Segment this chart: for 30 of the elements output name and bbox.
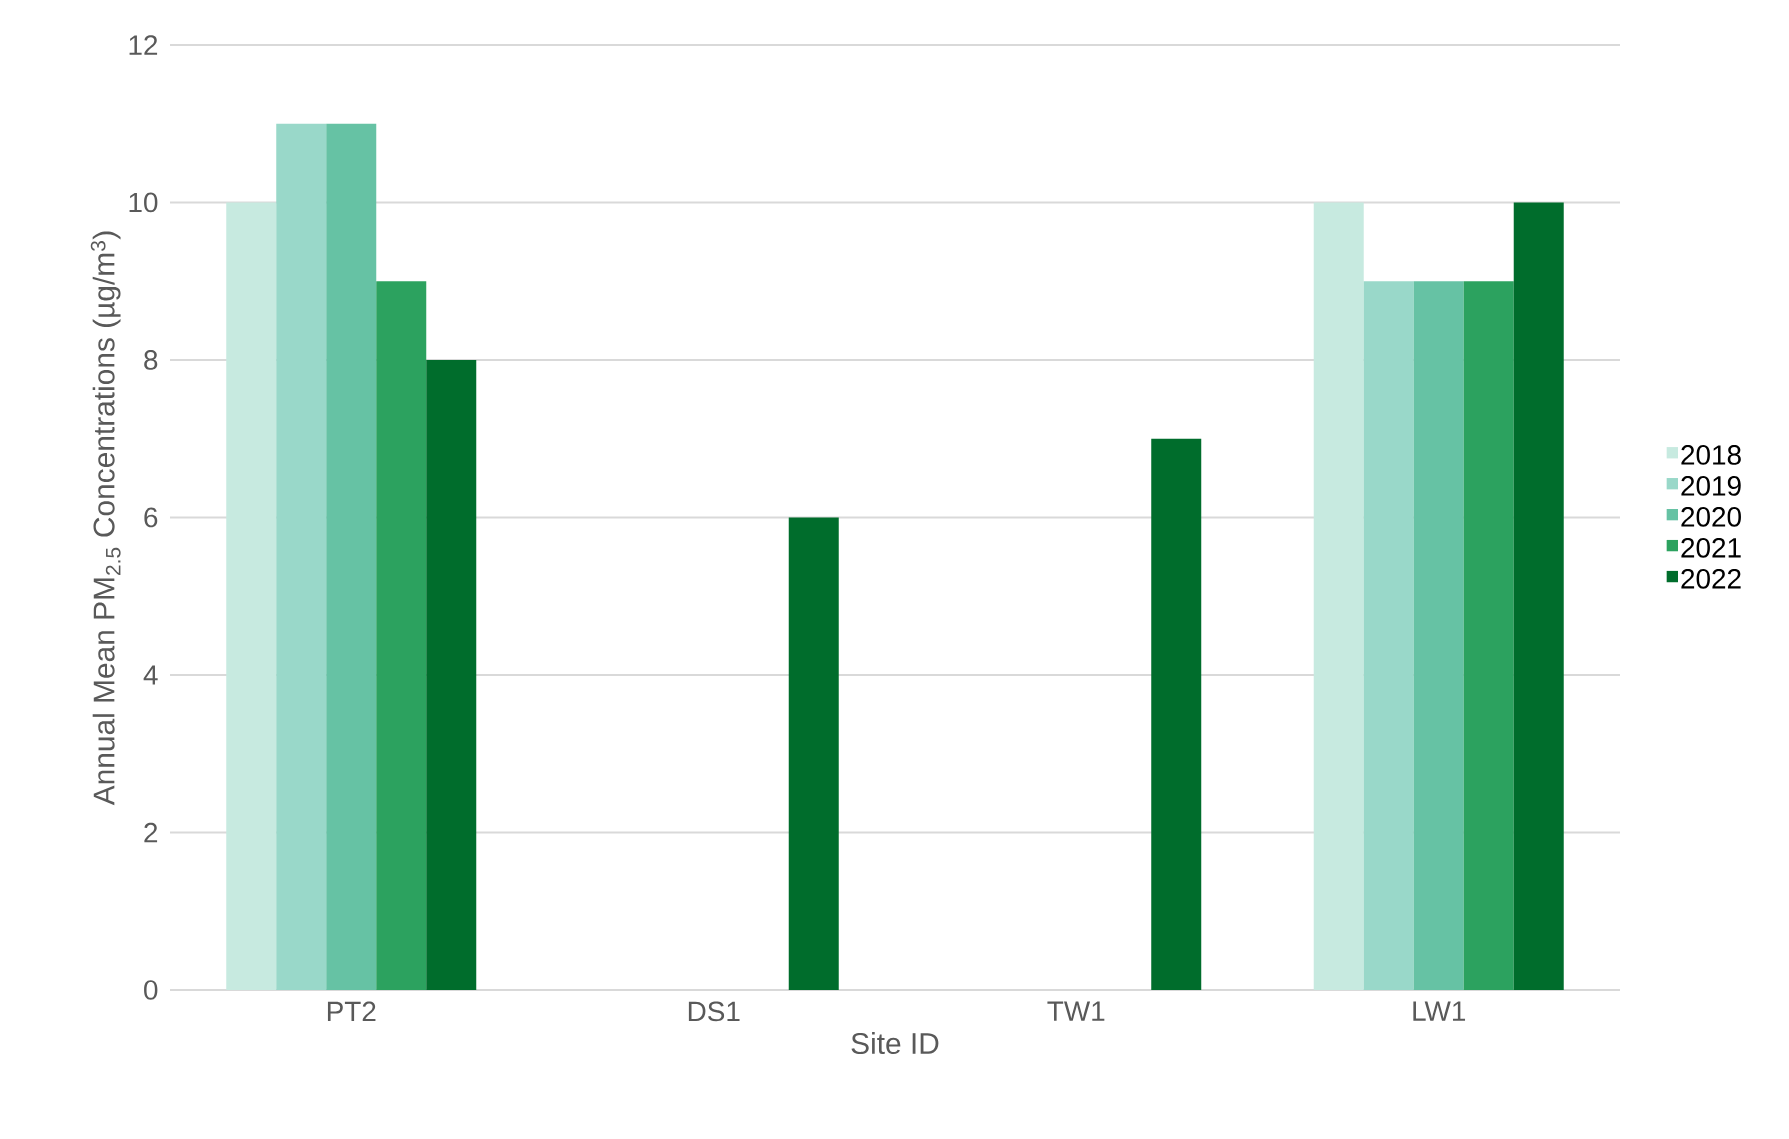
y-tick-label: 2 xyxy=(144,822,158,843)
y-tick-label: 8 xyxy=(144,350,158,370)
x-axis-title: Site ID xyxy=(851,1032,939,1055)
legend-label: 2021 xyxy=(1681,537,1741,558)
bar xyxy=(1513,202,1564,990)
x-tick-label: DS1 xyxy=(688,1001,740,1022)
legend-label: 2019 xyxy=(1681,476,1741,496)
x-tick-label: LW1 xyxy=(1413,1001,1466,1021)
bar xyxy=(1413,281,1464,990)
bar xyxy=(788,517,839,990)
bar xyxy=(1313,202,1364,990)
y-tick-label: 6 xyxy=(144,507,158,528)
y-tick-label: 4 xyxy=(143,665,158,685)
legend-label: 2020 xyxy=(1681,507,1741,527)
bar xyxy=(226,202,277,990)
y-tick-label: 12 xyxy=(129,35,158,55)
bar xyxy=(376,281,427,990)
bar xyxy=(1151,438,1202,990)
y-tick-label: 10 xyxy=(129,192,158,213)
legend-label: 2018 xyxy=(1681,445,1741,465)
bar xyxy=(326,123,377,990)
x-tick-label: PT2 xyxy=(327,1001,376,1021)
bar xyxy=(1363,281,1414,990)
y-axis-title: Annual Mean PM$_{2.5}$ Concentrations (µg/m$^{3}$) xyxy=(90,231,121,806)
bar xyxy=(426,359,477,990)
bar xyxy=(1463,281,1514,990)
x-tick-label: TW1 xyxy=(1047,1001,1105,1021)
legend-label: 2022 xyxy=(1681,568,1741,589)
bar xyxy=(276,123,327,990)
y-tick-label: 0 xyxy=(144,980,158,1000)
